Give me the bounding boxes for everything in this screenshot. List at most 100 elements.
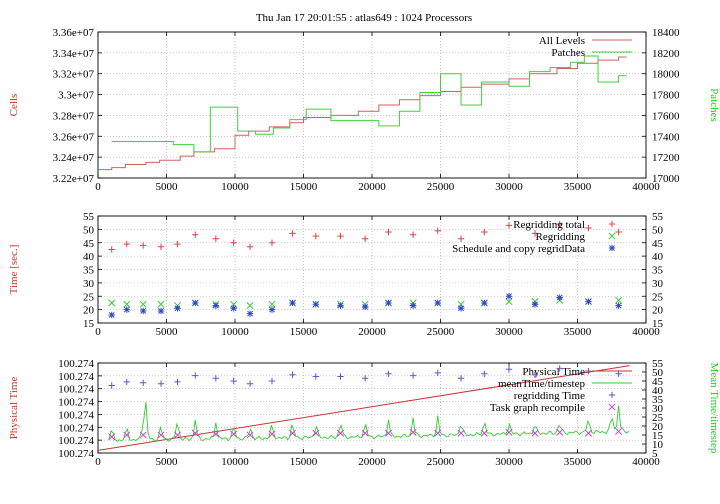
series-schedule-and-copy-regriddata-point: [434, 299, 441, 307]
x-tick-label: 15000: [290, 181, 318, 193]
y2-tick-label: 17000: [652, 173, 680, 185]
series-regridding-point: [246, 302, 254, 310]
y2-axis-label: Patches: [708, 88, 720, 122]
series-schedule-and-copy-regriddata-point: [230, 305, 237, 312]
series-regridding-time-point: [108, 382, 115, 389]
series-regridding-time-point: [481, 370, 488, 377]
y2-tick-label: 50: [652, 224, 664, 236]
x-tick-label: 10000: [221, 181, 249, 193]
series-regridding-total-point: [409, 231, 417, 238]
series-schedule-and-copy-regriddata-point: [361, 303, 369, 311]
series-regridding-time-point: [337, 373, 344, 380]
x-tick-label: 20000: [358, 456, 386, 468]
series-schedule-and-copy-regriddata-point: [385, 299, 392, 307]
series-regridding-total-point: [212, 235, 220, 242]
series-regridding-total-point: [361, 235, 369, 242]
series-regridding-time-point: [385, 370, 392, 377]
y2-tick-label: 5: [652, 448, 658, 460]
series-regridding-time-point: [289, 371, 296, 378]
series-regridding-total-point: [531, 230, 539, 237]
y-tick-label: 100.274: [58, 409, 94, 421]
series-task-graph-recompile-point: [288, 429, 297, 437]
y2-tick-label: 25: [652, 291, 664, 303]
series-regridding-time-point: [409, 372, 417, 379]
plot-frame: [97, 31, 647, 179]
series-schedule-and-copy-regriddata-point: [289, 299, 296, 307]
legend-label: Schedule and copy regridData: [452, 243, 585, 255]
series-schedule-and-copy-regriddata-point: [140, 307, 147, 315]
y2-tick-label: 17200: [652, 152, 680, 164]
x-tick-label: 5000: [156, 456, 179, 468]
series-schedule-and-copy-regriddata-point: [174, 305, 181, 312]
y2-tick-label: 50: [652, 367, 664, 379]
y2-tick-label: 18200: [652, 48, 680, 60]
series-task-graph-recompile-point: [480, 429, 488, 437]
y-tick-label: 3.3e+07: [58, 90, 94, 102]
series-task-graph-recompile-point: [157, 431, 165, 439]
chart-panel-1: 0 5000 10000 15000 20000 25000 30000 35000 40000…: [8, 27, 720, 193]
series-regridding-time-point: [212, 375, 220, 382]
legend-label: regridding Time: [514, 390, 585, 402]
x-tick-label: 30000: [495, 456, 523, 468]
chart-panel-2: 0 5000 10000 15000 20000 25000 30000 35000 40000…: [8, 211, 664, 338]
legend-label: meanTime/timestep: [498, 378, 585, 390]
series-schedule-and-copy-regriddata-point: [192, 299, 199, 307]
legend-swatch: [608, 403, 616, 411]
plot-frame: [97, 362, 647, 454]
series-regridding-total-point: [585, 224, 592, 232]
x-tick-label: 0: [95, 181, 101, 193]
series-schedule-and-copy-regriddata-point: [123, 306, 130, 313]
series-task-graph-recompile-point: [123, 431, 131, 439]
series-task-graph-recompile-point: [556, 428, 564, 436]
y2-tick-label: 55: [652, 211, 664, 223]
series-regridding-time-point: [615, 370, 622, 377]
y2-tick-label: 17600: [652, 110, 680, 122]
series-regridding-total-point: [337, 232, 344, 240]
series-regridding-total-point: [505, 222, 513, 229]
series-regridding-time-point: [192, 372, 199, 379]
plot-frame: [97, 215, 647, 324]
legend-swatch: [608, 391, 616, 399]
chart-title: Thu Jan 17 20:01:55 : atlas649 : 1024 Pr…: [256, 12, 472, 24]
y-axis-label: Cells: [8, 94, 20, 117]
x-tick-label: 40000: [632, 326, 660, 338]
y2-tick-label: 35: [652, 394, 664, 406]
y-tick-label: 100.274: [58, 422, 94, 434]
y-tick-label: 100.274: [58, 397, 94, 409]
series-task-graph-recompile-point: [434, 429, 442, 437]
series-regridding-time-point: [505, 366, 513, 373]
series-schedule-and-copy-regriddata-point: [531, 301, 539, 308]
series-regridding-total-point: [108, 246, 115, 253]
x-tick-label: 10000: [221, 326, 249, 338]
series-task-graph-recompile-point: [531, 429, 539, 437]
series-regridding-time-point: [230, 377, 237, 385]
y2-tick-label: 18400: [652, 27, 680, 39]
legend-label: Regridding: [536, 231, 586, 243]
series-task-graph-recompile-point: [409, 428, 417, 436]
y2-tick-label: 17800: [652, 90, 680, 102]
y2-tick-label: 45: [652, 376, 664, 388]
x-tick-label: 25000: [427, 181, 455, 193]
series-task-graph-recompile-point: [108, 433, 116, 441]
series-regridding-time-point: [157, 380, 165, 387]
y2-tick-label: 30: [652, 403, 664, 415]
series-task-graph-recompile-point: [384, 429, 392, 437]
x-tick-label: 40000: [632, 181, 660, 193]
y2-tick-label: 18000: [652, 69, 680, 81]
series-regridding-time-point: [434, 369, 441, 377]
series-task-graph-recompile-point: [505, 428, 513, 436]
series-task-graph-recompile-point: [191, 429, 199, 437]
series-task-graph-recompile-point: [268, 430, 276, 438]
series-regridding-total-point: [157, 243, 165, 250]
series-regridding-total-point: [556, 220, 563, 228]
y-tick-label: 3.34e+07: [53, 48, 95, 60]
x-tick-label: 10000: [221, 456, 249, 468]
y2-tick-label: 20: [652, 421, 664, 433]
x-tick-label: 30000: [495, 181, 523, 193]
x-tick-label: 35000: [564, 181, 592, 193]
series-regridding-time-point: [140, 379, 147, 386]
y-tick-label: 25: [83, 291, 95, 303]
y-axis-label: Time [sec.]: [8, 245, 20, 295]
series-regridding-total-point: [481, 228, 488, 236]
